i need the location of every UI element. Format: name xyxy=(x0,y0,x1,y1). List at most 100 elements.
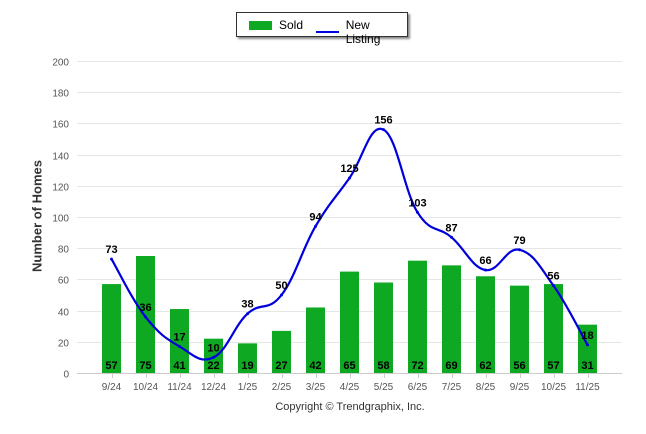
new-listing-point xyxy=(314,224,317,228)
sold-bar xyxy=(102,284,121,373)
sold-bar xyxy=(170,309,189,373)
y-tick-label: 120 xyxy=(52,183,69,194)
sold-data-label: 69 xyxy=(445,360,457,372)
new-listing-point xyxy=(144,315,147,319)
y-tick-label: 140 xyxy=(52,152,69,163)
new-listing-data-label: 103 xyxy=(408,197,426,209)
sold-data-label: 31 xyxy=(581,360,593,372)
x-tick-label: 2/25 xyxy=(272,382,292,393)
new-listing-point xyxy=(178,344,181,348)
data-labels: 57 75 41 22 19 27 42 65 58 72 69 62 56 57 317336171038… xyxy=(105,115,593,372)
x-tick-label: 10/24 xyxy=(133,382,158,393)
grid-lines xyxy=(77,61,622,374)
copyright-text: Copyright © Trendgraphix, Inc. xyxy=(275,401,425,413)
new-listing-line xyxy=(110,127,589,361)
legend-new-listing-label: New Listing xyxy=(345,18,381,46)
new-listing-data-label: 56 xyxy=(547,271,559,283)
new-listing-data-label: 10 xyxy=(207,342,219,354)
sold-bar xyxy=(476,276,495,373)
sold-bars xyxy=(102,256,597,373)
sold-data-label: 57 xyxy=(547,360,559,372)
sold-bar xyxy=(408,260,427,373)
new-listing-data-label: 87 xyxy=(445,222,457,234)
sold-bar xyxy=(340,271,359,373)
x-tick-label: 11/25 xyxy=(575,382,600,393)
new-listing-data-label: 73 xyxy=(105,244,117,256)
y-axis-label: Number of Homes xyxy=(29,160,45,272)
sold-data-label: 56 xyxy=(513,360,525,372)
new-listing-swatch-icon xyxy=(316,31,339,33)
y-tick-label: 200 xyxy=(52,58,69,69)
x-tick-label: 6/25 xyxy=(408,382,428,393)
new-listing-data-label: 18 xyxy=(581,330,593,342)
y-tick-label: 40 xyxy=(58,308,70,319)
new-listing-data-label: 36 xyxy=(139,302,151,314)
sold-bar xyxy=(374,282,393,373)
sold-bar xyxy=(204,338,223,373)
sold-bar xyxy=(442,265,461,373)
sold-bar xyxy=(306,307,325,373)
sold-swatch-icon xyxy=(249,20,272,30)
new-listing-data-label: 38 xyxy=(241,299,253,311)
sold-data-label: 58 xyxy=(377,360,389,372)
new-listing-point xyxy=(450,235,453,239)
x-tick-label: 8/25 xyxy=(476,382,496,393)
sold-data-label: 22 xyxy=(207,360,219,372)
legend: Sold New Listing xyxy=(236,12,408,46)
x-tick-label: 12/24 xyxy=(201,382,226,393)
new-listing-point xyxy=(382,128,385,132)
sold-data-label: 62 xyxy=(479,360,491,372)
new-listing-point xyxy=(246,312,249,316)
new-listing-data-label: 156 xyxy=(374,115,392,127)
y-tick-label: 0 xyxy=(63,370,69,381)
x-tick-label: 7/25 xyxy=(442,382,462,393)
new-listing-data-label: 94 xyxy=(309,211,322,223)
new-listing-point xyxy=(348,176,351,180)
x-tick-label: 9/24 xyxy=(102,382,122,393)
sold-bar xyxy=(136,256,155,373)
new-listing-data-label: 66 xyxy=(479,255,491,267)
sold-bar xyxy=(238,343,257,373)
sold-data-label: 27 xyxy=(275,360,287,372)
sold-data-label: 57 xyxy=(105,360,117,372)
new-listing-data-label: 17 xyxy=(173,331,185,343)
x-tick-label: 9/25 xyxy=(510,382,530,393)
x-axis-ticks: 9/24 10/24 11/24 12/24 1/25 2/25 3/25 4/25 5/25 6… xyxy=(102,373,600,393)
sold-data-label: 65 xyxy=(343,360,355,372)
y-tick-label: 100 xyxy=(52,214,69,225)
legend-item-sold[interactable]: Sold xyxy=(249,18,303,32)
y-tick-label: 180 xyxy=(52,89,69,100)
x-tick-label: 10/25 xyxy=(541,382,566,393)
x-tick-label: 4/25 xyxy=(340,382,360,393)
y-tick-label: 60 xyxy=(58,276,70,287)
sold-data-label: 75 xyxy=(139,360,151,372)
x-tick-label: 5/25 xyxy=(374,382,394,393)
new-listing-point xyxy=(212,355,215,359)
legend-item-new-listing[interactable]: New Listing xyxy=(316,18,407,46)
new-listing-data-label: 125 xyxy=(340,163,358,175)
legend-sold-label: Sold xyxy=(279,18,304,32)
new-listing-point xyxy=(280,293,283,297)
sold-bar xyxy=(510,285,529,373)
new-listing-point xyxy=(110,257,113,261)
new-listing-point xyxy=(416,210,419,214)
new-listing-point xyxy=(484,268,487,272)
y-tick-label: 80 xyxy=(58,245,70,256)
sold-data-label: 19 xyxy=(241,360,253,372)
new-listing-data-label: 50 xyxy=(275,280,287,292)
y-axis-ticks: 0 20 40 60 80 100 120 140 160 180 200 xyxy=(52,58,69,381)
x-tick-label: 1/25 xyxy=(238,382,258,393)
x-tick-label: 3/25 xyxy=(306,382,326,393)
sold-data-label: 42 xyxy=(309,360,321,372)
y-tick-label: 160 xyxy=(52,120,69,131)
y-tick-label: 20 xyxy=(58,339,70,350)
x-tick-label: 11/24 xyxy=(167,382,192,393)
new-listing-point xyxy=(518,248,521,252)
sold-bar xyxy=(544,284,563,373)
sold-data-label: 72 xyxy=(411,360,423,372)
new-listing-point xyxy=(552,284,555,288)
sold-bar xyxy=(272,330,291,373)
sold-data-label: 41 xyxy=(173,360,185,372)
new-listing-data-label: 79 xyxy=(513,235,525,247)
